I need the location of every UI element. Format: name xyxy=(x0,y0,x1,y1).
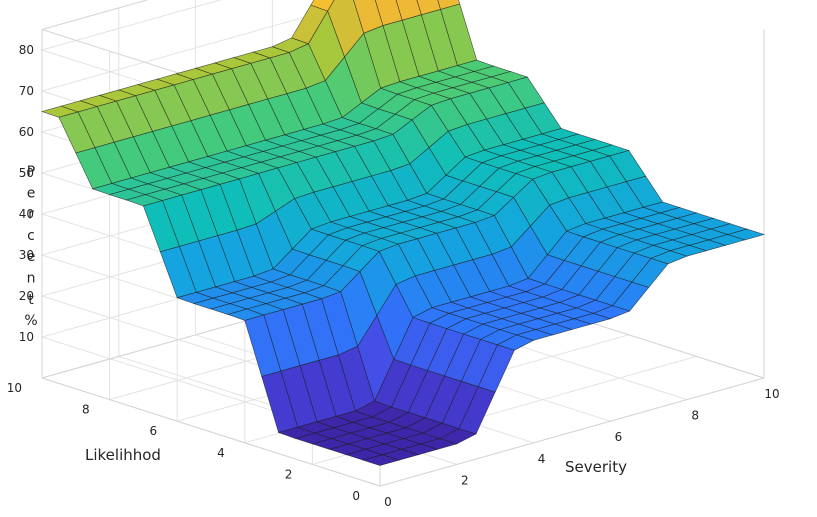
x-tick-label: 10 xyxy=(764,387,779,401)
z-tick-label: 60 xyxy=(19,125,34,139)
z-label-glyph: n xyxy=(27,271,36,287)
z-tick-label: 40 xyxy=(19,207,34,221)
z-label-glyph: e xyxy=(27,249,36,265)
z-tick-label: 30 xyxy=(19,248,34,262)
surface-patch xyxy=(726,228,766,241)
z-tick-label: 20 xyxy=(19,289,34,303)
x-tick-label: 8 xyxy=(691,409,699,423)
z-tick-label: 50 xyxy=(19,166,34,180)
y-tick-label: 4 xyxy=(217,446,225,460)
y-tick-label: 0 xyxy=(352,489,360,503)
x-tick-label: 4 xyxy=(538,452,546,466)
axes-edge xyxy=(379,377,765,487)
surface-patch xyxy=(310,0,335,12)
surface-mesh xyxy=(40,0,766,466)
z-label-glyph: P xyxy=(27,164,35,180)
z-tick-label: 70 xyxy=(19,84,34,98)
z-label-glyph: % xyxy=(24,313,37,329)
y-tick-label: 10 xyxy=(7,381,22,395)
x-tick-label: 0 xyxy=(384,495,392,509)
z-label-glyph: t xyxy=(28,292,34,308)
x-axis-label: Severity xyxy=(565,458,627,476)
y-tick-label: 2 xyxy=(285,467,293,481)
y-axis-label: Likelihhod xyxy=(85,446,161,464)
axes-edge xyxy=(41,0,149,30)
z-tick-label: 10 xyxy=(19,330,34,344)
z-label-glyph: r xyxy=(28,207,34,223)
axes-edge xyxy=(41,377,381,487)
z-label-glyph: c xyxy=(27,228,35,244)
z-tick-label: 80 xyxy=(19,43,34,57)
x-tick-label: 6 xyxy=(615,430,623,444)
z-label-glyph: e xyxy=(27,185,36,201)
x-tick-label: 2 xyxy=(461,473,469,487)
axis-ticks: 0 2 4 6 8 10 0 2 4 6 8 10 10 20 30 40 50 60 70 80 xyxy=(7,43,780,509)
y-tick-label: 6 xyxy=(150,424,158,438)
y-tick-label: 8 xyxy=(82,403,90,417)
